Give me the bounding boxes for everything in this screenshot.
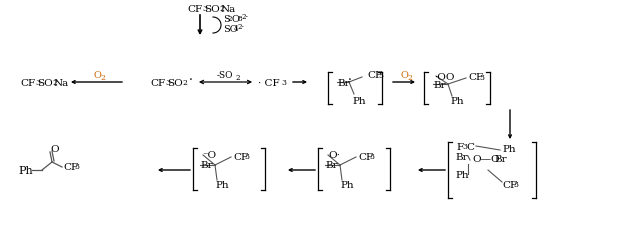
Text: 3: 3: [462, 142, 467, 150]
Text: 8: 8: [238, 15, 243, 23]
Text: ·: ·: [189, 74, 193, 87]
Text: O: O: [93, 71, 101, 80]
Text: Ph: Ph: [18, 165, 32, 175]
Text: 2: 2: [100, 74, 105, 82]
Text: SO: SO: [223, 24, 238, 33]
Text: CF: CF: [358, 152, 373, 161]
Text: 3: 3: [36, 79, 41, 87]
Text: Br: Br: [337, 78, 349, 87]
Text: 3: 3: [203, 5, 208, 13]
Text: Br: Br: [200, 161, 213, 170]
Text: · CF: · CF: [258, 78, 280, 87]
Text: 2: 2: [407, 74, 412, 82]
Text: Ph: Ph: [450, 96, 464, 105]
Text: CF: CF: [21, 78, 36, 87]
Text: ·OO: ·OO: [434, 72, 454, 81]
Text: SO: SO: [37, 78, 53, 87]
Text: CF: CF: [502, 180, 517, 189]
Text: Ph: Ph: [340, 181, 354, 190]
Text: 3: 3: [369, 152, 374, 160]
Text: 3: 3: [378, 72, 383, 80]
Text: 2: 2: [52, 79, 57, 87]
Text: O: O: [232, 14, 240, 24]
Text: Ph: Ph: [352, 96, 366, 105]
Text: O—O: O—O: [472, 154, 500, 163]
Text: Ph: Ph: [502, 145, 515, 154]
Text: 3: 3: [479, 74, 484, 82]
Text: Na: Na: [220, 4, 236, 14]
Text: CF: CF: [468, 73, 483, 82]
Text: 2-: 2-: [238, 23, 245, 31]
Text: 3: 3: [74, 162, 79, 170]
Text: 2: 2: [183, 79, 187, 87]
Text: ⁻O: ⁻O: [202, 151, 216, 160]
Text: 2: 2: [236, 74, 240, 82]
Text: 3: 3: [513, 180, 518, 188]
Text: S: S: [223, 14, 230, 24]
Text: CF: CF: [63, 162, 78, 171]
Text: 2: 2: [228, 15, 233, 23]
Text: SO: SO: [204, 4, 220, 14]
Text: O: O: [400, 71, 408, 80]
Text: -SO: -SO: [217, 71, 233, 80]
Text: 4: 4: [234, 25, 238, 33]
Text: CF: CF: [150, 78, 165, 87]
Text: F: F: [456, 142, 463, 151]
Text: O: O: [50, 144, 59, 153]
Text: Ph: Ph: [215, 181, 228, 190]
Text: Br: Br: [494, 154, 507, 163]
Text: 3: 3: [281, 79, 286, 87]
Text: Br: Br: [433, 80, 446, 89]
Text: Ph: Ph: [455, 170, 469, 179]
Text: C: C: [466, 142, 474, 151]
Text: SO: SO: [167, 78, 183, 87]
Text: Br: Br: [455, 152, 467, 161]
Text: CF: CF: [233, 152, 248, 161]
Text: 3: 3: [165, 79, 170, 87]
Text: CF: CF: [367, 71, 382, 80]
Text: 2: 2: [220, 5, 225, 13]
Text: Na: Na: [54, 78, 69, 87]
Text: Br: Br: [325, 161, 338, 170]
Text: 2-: 2-: [242, 13, 249, 21]
Text: O·: O·: [328, 151, 340, 160]
Text: ·: ·: [348, 74, 352, 87]
Text: 3: 3: [244, 152, 249, 160]
Text: CF: CF: [187, 4, 203, 14]
